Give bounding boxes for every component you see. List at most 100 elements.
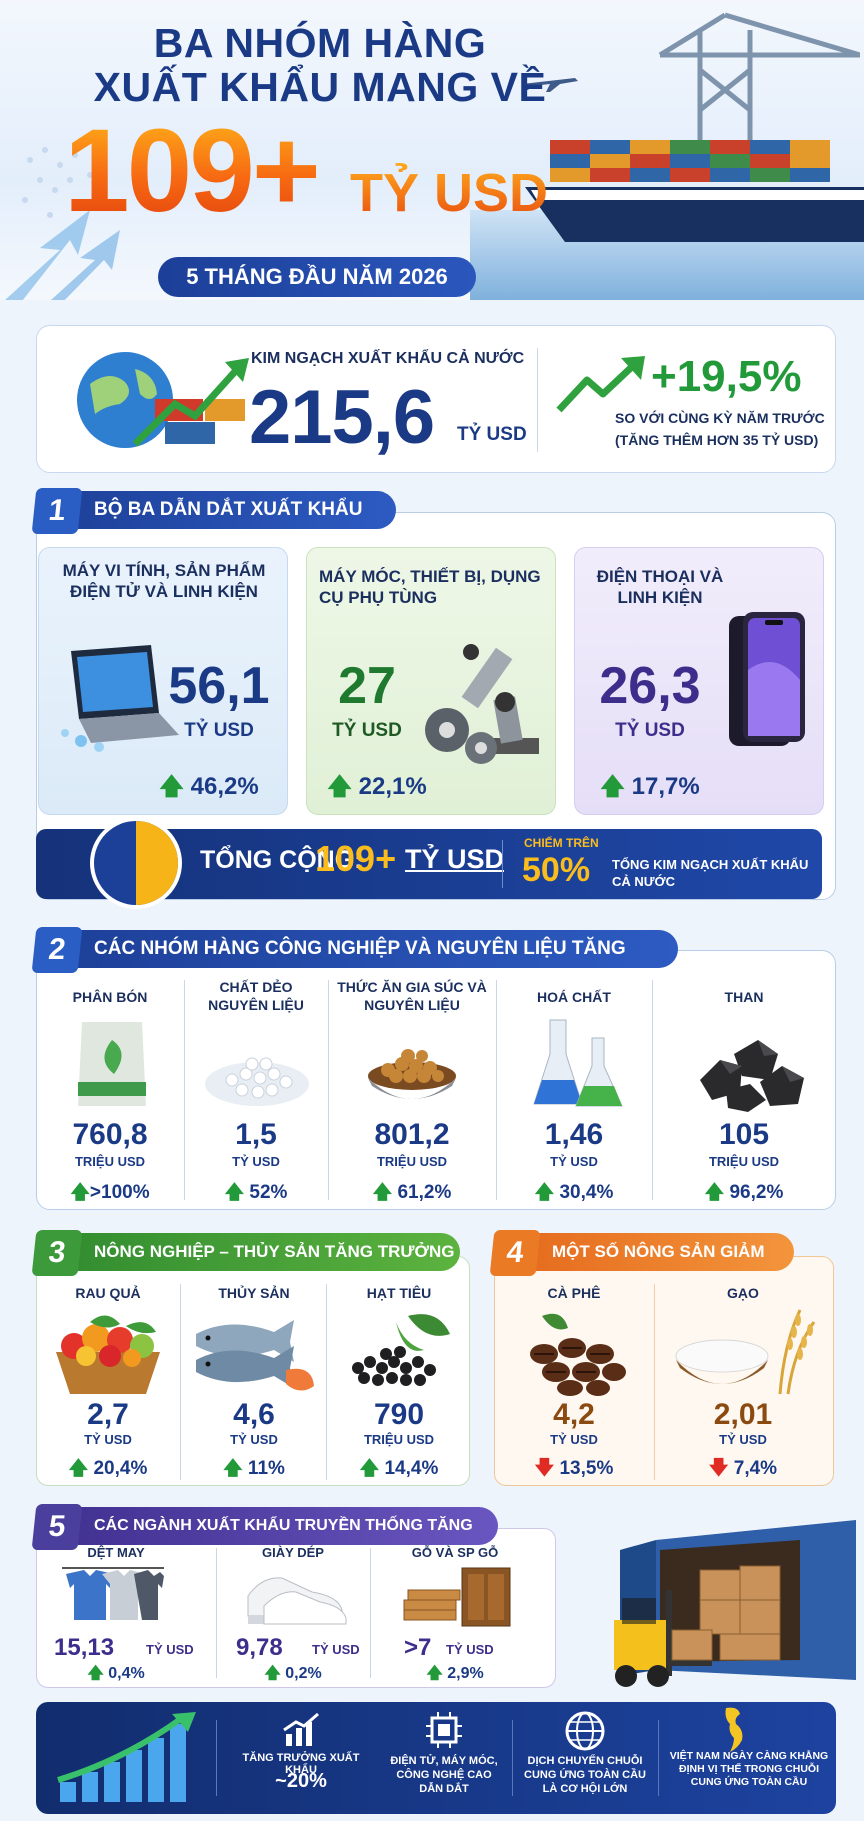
fish-icon <box>196 1320 314 1391</box>
industry-value: 760,8 <box>72 1118 148 1151</box>
section3-grid: RAU QUẢ 2,7 TỶ USD 🡅 20,4% THỦY SẢN 4,6 … <box>36 1270 470 1486</box>
feed-bowl-icon <box>368 1049 456 1099</box>
leader-unit: TỶ USD <box>332 720 402 741</box>
national-unit: TỶ USD <box>457 424 527 445</box>
leader-card-computers: MÁY VI TÍNH, SẢN PHẨM ĐIỆN TỬ VÀ LINH KI… <box>38 547 288 815</box>
decline-unit: TỶ USD <box>719 1432 767 1447</box>
agri-unit: TRIỆU USD <box>363 1432 435 1447</box>
industry-unit: TỶ USD <box>232 1154 280 1169</box>
section1-title: BỘ BA DẪN DẮT XUẤT KHẨU <box>94 499 363 520</box>
coffee-beans-icon <box>530 1313 626 1396</box>
share-slice <box>136 821 178 905</box>
globe-cargo-icon <box>77 352 249 448</box>
title-line-2: XUẤT KHẨU MANG VỀ <box>93 64 547 110</box>
section2-grid: PHÂN BÓN 760,8 TRIỆU USD 🡅>100% CHẤT DẺO… <box>36 960 836 1206</box>
leader-label: MÁY MÓC, THIẾT BỊ, DỤNG CỤ PHỤ TÙNG <box>319 567 541 607</box>
decline-value: 2,01 <box>713 1398 773 1431</box>
industry-label: HOÁ CHẤT <box>537 989 611 1005</box>
traditional-unit: TỶ USD <box>446 1642 494 1657</box>
leader-value: 56,1 <box>168 657 270 715</box>
leader-card-phones: ĐIỆN THOẠI VÀ LINH KIỆN 26,3 TỶ USD 🡅 17… <box>574 547 824 815</box>
divider <box>502 840 503 888</box>
section2-header: CÁC NHÓM HÀNG CÔNG NGHIỆP VÀ NGUYÊN LIỆU… <box>36 930 678 997</box>
footer-bar <box>36 1702 836 1814</box>
traditional-value: 9,78 <box>236 1634 283 1661</box>
container-forklift-icon <box>614 1520 856 1687</box>
shirt-icon <box>62 1567 164 1620</box>
industry-change: 🡅>100% <box>70 1182 150 1203</box>
national-export-card: KIM NGẠCH XUẤT KHẨU CẢ NƯỚC 215,6 TỶ USD… <box>36 325 836 473</box>
traditional-unit: TỶ USD <box>146 1642 194 1657</box>
industry-label: PHÂN BÓN <box>72 989 148 1005</box>
share-pie-chart <box>90 817 182 909</box>
industry-unit: TRIỆU USD <box>708 1154 780 1169</box>
national-value: 215,6 <box>249 375 435 460</box>
traditional-change: 🡅 2,9% <box>426 1665 484 1682</box>
industry-value: 801,2 <box>374 1118 450 1151</box>
leader-unit: TỶ USD <box>615 720 685 741</box>
section1-number: 1 <box>31 488 83 534</box>
divider <box>326 1284 327 1480</box>
traditional-label: DỆT MAY <box>87 1545 145 1560</box>
industry-value: 1,5 <box>235 1118 277 1151</box>
headline-number: 109+ <box>64 105 321 237</box>
phone-icon <box>729 612 805 746</box>
footer-text: TĂNG TRƯỞNG XUẤT KHẨU <box>242 1752 360 1776</box>
national-growth: +19,5% <box>651 352 802 401</box>
laptop-icon <box>61 645 179 752</box>
industry-label: THAN <box>724 989 764 1005</box>
divider <box>216 1548 217 1678</box>
decline-unit: TỶ USD <box>550 1432 598 1447</box>
agri-change: 🡅 14,4% <box>359 1458 439 1479</box>
divider <box>180 1284 181 1480</box>
flask-icon <box>533 1019 623 1107</box>
ship-hull <box>525 187 864 242</box>
divider <box>537 348 538 452</box>
section2-title: CÁC NHÓM HÀNG CÔNG NGHIỆP VÀ NGUYÊN LIỆU… <box>94 938 626 997</box>
traditional-value: >7 <box>404 1634 432 1661</box>
divider <box>512 1720 513 1796</box>
industry-change: 🡅 96,2% <box>704 1182 784 1203</box>
industry-unit: TỶ USD <box>550 1154 598 1169</box>
plastic-pellets-icon <box>205 1057 309 1106</box>
agri-unit: TỶ USD <box>84 1432 132 1447</box>
share-prefix: CHIẾM TRÊN <box>524 836 599 850</box>
industry-value: 1,46 <box>544 1118 604 1151</box>
footer-text: DỊCH CHUYỂN CHUỖI CUNG ỨNG TOÀN CẦU LÀ C… <box>524 1755 646 1795</box>
industry-unit: TRIỆU USD <box>74 1154 146 1169</box>
section3-title: NÔNG NGHIỆP – THỦY SẢN TĂNG TRƯỞNG <box>94 1242 455 1261</box>
airplane-icon <box>522 78 578 92</box>
divider <box>496 980 497 1200</box>
period-badge: 5 THÁNG ĐẦU NĂM 2026 <box>158 257 476 297</box>
industry-change: 🡅 52% <box>224 1182 288 1203</box>
headline-unit: TỶ USD <box>350 163 549 223</box>
chip-icon <box>426 1712 462 1748</box>
leader-label: MÁY VI TÍNH, SẢN PHẨM ĐIỆN TỬ VÀ LINH KI… <box>62 561 266 601</box>
agri-unit: TỶ USD <box>230 1432 278 1447</box>
rising-arrow-icon <box>5 210 120 300</box>
section4-title: MỘT SỐ NÔNG SẢN GIẢM <box>552 1242 765 1261</box>
leader-change: 🡅 22,1% <box>327 773 427 800</box>
robot-arm-icon <box>425 644 539 764</box>
industry-change: 🡅 30,4% <box>534 1182 614 1203</box>
footer-chart-icon <box>283 1712 319 1746</box>
growth-arrow-icon <box>556 356 645 413</box>
traditional-label: GỖ VÀ SP GỖ <box>411 1545 499 1560</box>
section4-grid: CÀ PHÊ 4,2 TỶ USD 🡇 13,5% GẠO 2,01 TỶ US… <box>494 1270 834 1486</box>
fruit-basket-icon <box>56 1315 160 1394</box>
section5-header: CÁC NGÀNH XUẤT KHẨU TRUYỀN THỐNG TĂNG CH… <box>36 1507 498 1572</box>
footer-value: ~20% <box>275 1770 327 1792</box>
divider <box>216 1720 217 1796</box>
rice-bowl-icon <box>675 1309 816 1395</box>
decline-label: GẠO <box>727 1285 759 1301</box>
shoe-icon <box>247 1577 347 1625</box>
share-text: TỔNG KIM NGẠCH XUẤT KHẨU CẢ NƯỚC <box>612 857 809 889</box>
traditional-label: GIÀY DÉP <box>262 1545 324 1560</box>
agri-value: 4,6 <box>233 1398 275 1431</box>
wood-icon <box>403 1567 511 1627</box>
divider <box>184 980 185 1200</box>
container-ship-cargo <box>530 110 860 190</box>
agri-label: RAU QUẢ <box>75 1285 141 1301</box>
divider <box>652 980 653 1200</box>
industry-label: THỨC ĂN GIA SÚC VÀ NGUYÊN LIỆU <box>337 979 487 1013</box>
